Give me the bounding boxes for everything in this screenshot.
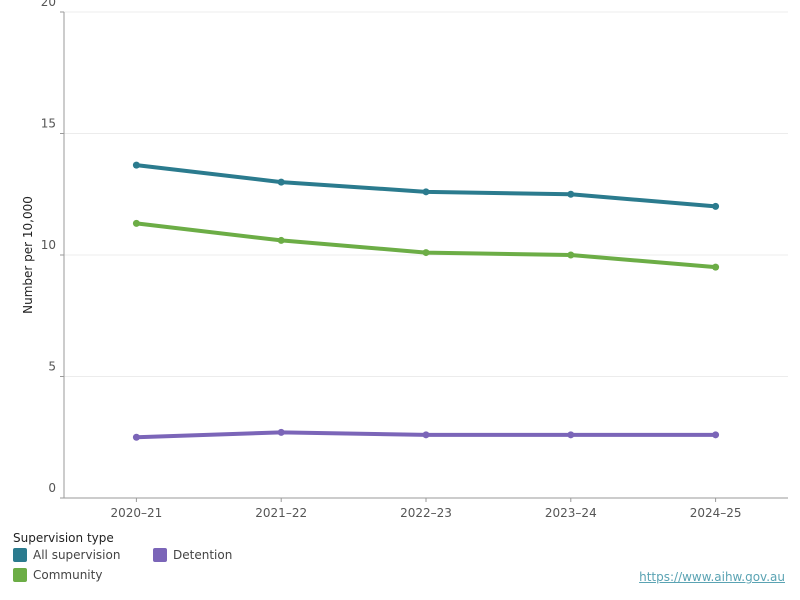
y-tick-label: 5 bbox=[48, 360, 56, 374]
y-tick-label: 20 bbox=[41, 0, 56, 9]
data-point[interactable] bbox=[567, 190, 575, 198]
data-point[interactable] bbox=[422, 431, 430, 439]
source-link[interactable]: https://www.aihw.gov.au bbox=[639, 570, 785, 584]
series-detention bbox=[132, 428, 720, 441]
y-tick-label: 15 bbox=[41, 117, 56, 131]
legend-item-detention[interactable]: Detention bbox=[153, 548, 313, 562]
y-axis-ticks: 0 5 10 15 20 bbox=[41, 0, 64, 499]
y-tick-label: 10 bbox=[41, 238, 56, 252]
data-point[interactable] bbox=[132, 433, 140, 441]
data-point[interactable] bbox=[712, 202, 720, 210]
data-point[interactable] bbox=[422, 249, 430, 257]
series-line bbox=[134, 163, 718, 209]
data-point[interactable] bbox=[277, 428, 285, 436]
legend: Supervision type All supervision Detenti… bbox=[13, 531, 343, 582]
data-point[interactable] bbox=[567, 431, 575, 439]
x-tick-label: 2020–21 bbox=[110, 506, 162, 520]
series-all-supervision bbox=[132, 161, 720, 210]
data-point[interactable] bbox=[132, 161, 140, 169]
y-axis-title: Number per 10,000 bbox=[21, 196, 35, 314]
x-tick-label: 2023–24 bbox=[545, 506, 597, 520]
legend-label: Community bbox=[33, 568, 103, 582]
data-point[interactable] bbox=[712, 263, 720, 271]
series-community bbox=[132, 219, 720, 271]
data-point[interactable] bbox=[567, 251, 575, 259]
legend-swatch bbox=[13, 548, 27, 562]
legend-swatch bbox=[153, 548, 167, 562]
x-tick-label: 2021–22 bbox=[255, 506, 307, 520]
x-axis-ticks: 2020–21 2021–22 2022–23 2023–24 2024–25 bbox=[110, 498, 742, 520]
y-tick-label: 0 bbox=[48, 481, 56, 495]
legend-title: Supervision type bbox=[13, 531, 114, 545]
data-point[interactable] bbox=[277, 236, 285, 244]
data-point[interactable] bbox=[132, 219, 140, 227]
series-layer bbox=[132, 161, 720, 441]
legend-swatch bbox=[13, 568, 27, 582]
legend-label: All supervision bbox=[33, 548, 121, 562]
legend-item-community[interactable]: Community bbox=[13, 568, 153, 582]
x-tick-label: 2024–25 bbox=[690, 506, 742, 520]
legend-item-all-supervision[interactable]: All supervision bbox=[13, 548, 153, 562]
series-line bbox=[134, 221, 718, 270]
data-point[interactable] bbox=[712, 431, 720, 439]
x-tick-label: 2022–23 bbox=[400, 506, 452, 520]
data-point[interactable] bbox=[422, 188, 430, 196]
legend-label: Detention bbox=[173, 548, 233, 562]
data-point[interactable] bbox=[277, 178, 285, 186]
gridlines bbox=[64, 11, 788, 377]
